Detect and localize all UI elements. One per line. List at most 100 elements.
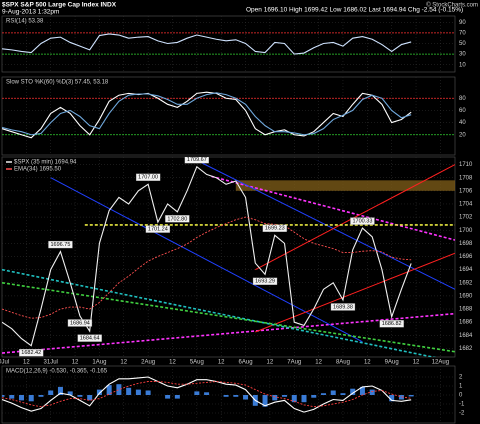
y-tick-label: 1688 (459, 307, 473, 313)
histogram-bar (398, 395, 404, 400)
y-tick-label: -2 (459, 411, 465, 417)
panel-title: MACD(12,26,9) -0.530, -0.365, -0.165 (6, 369, 108, 375)
annotation-box (184, 157, 209, 164)
trendline (211, 175, 455, 241)
series-line (2, 165, 412, 347)
y-tick-label: 0 (459, 393, 463, 399)
x-tick-label: 12 (413, 360, 420, 366)
annotation-box (350, 217, 375, 225)
chart-title: $SPX S&P 500 Large Cap Index INDX (2, 2, 117, 9)
annotation-box (135, 173, 161, 181)
y-tick-label: 1694 (459, 267, 473, 273)
histogram-bar (204, 392, 210, 395)
x-tick-label: 12 (23, 360, 30, 366)
annotation: 1684.64 (80, 336, 100, 342)
y-tick-label: 10 (459, 62, 466, 68)
histogram-bar (330, 390, 336, 395)
histogram-bar (57, 386, 63, 395)
annotation-box (67, 319, 93, 327)
panel (1, 365, 456, 424)
annotation: 1686.82 (382, 321, 402, 327)
histogram-bar (96, 389, 102, 395)
y-tick-label: 2 (459, 375, 463, 381)
x-tick-label: 12 (267, 360, 274, 366)
legend-label: EMA(34) 1695.50 (14, 167, 62, 173)
trendline (255, 164, 455, 271)
y-tick-label: 60 (459, 108, 466, 114)
annotation-box (77, 334, 102, 342)
histogram-bar (291, 395, 297, 403)
annotation: 1699.23 (265, 226, 285, 232)
y-tick-label: 50 (459, 41, 466, 47)
y-tick-label: 90 (459, 20, 466, 26)
histogram-bar (87, 395, 93, 401)
histogram-bar (18, 395, 24, 401)
histogram-bar (369, 389, 375, 395)
annotation: 1686.94 (70, 320, 90, 326)
y-tick-label: 1704 (459, 202, 473, 208)
y-tick-label: 1698 (459, 241, 473, 247)
histogram-bar (359, 386, 365, 395)
histogram-bar (320, 393, 326, 395)
x-tick-label: 12 (315, 360, 322, 366)
annotation-box (145, 225, 171, 233)
trendline (191, 157, 455, 290)
x-tick-label: 5Aug (190, 360, 204, 366)
histogram-bar (135, 389, 141, 395)
y-tick-label: 40 (459, 120, 466, 126)
histogram-bar (272, 395, 278, 401)
series-line (2, 91, 412, 139)
x-tick-label: 12 (72, 360, 79, 366)
quote: Open 1696.10 High 1699.42 Low 1686.02 La… (246, 7, 463, 14)
y-tick-label: 1690 (459, 293, 473, 299)
y-tick-label: 30 (459, 52, 466, 58)
histogram-bar (311, 395, 317, 398)
histogram-bar (262, 395, 268, 407)
x-tick-label: 8Aug (336, 360, 350, 366)
panel-title: RSI(14) 53.38 (6, 19, 44, 25)
histogram-bar (389, 395, 395, 402)
annotation-box (262, 224, 287, 232)
y-tick-label: 1684 (459, 333, 473, 339)
histogram-bar (165, 395, 171, 399)
histogram-bar (116, 384, 122, 395)
histogram-bar (408, 395, 414, 397)
plot-area (2, 16, 455, 72)
x-tick-label: 1Aug (92, 360, 106, 366)
histogram-bar (9, 395, 15, 399)
annotation-box (48, 240, 73, 249)
x-tick-label: 12 (169, 360, 176, 366)
plot-area (2, 366, 455, 423)
x-tick-label: 30Jul (0, 360, 9, 366)
trendline (255, 252, 455, 333)
x-tick-label: 12 (364, 360, 371, 366)
histogram-bar (145, 390, 151, 395)
panel (1, 76, 456, 156)
x-tick-label: 7Aug (287, 360, 301, 366)
histogram-bar (48, 390, 54, 395)
y-tick-label: 1696 (459, 254, 473, 260)
annotation-box (330, 303, 356, 311)
annotation-box (165, 215, 190, 223)
y-tick-label: 1682 (459, 346, 473, 352)
chart-date: 9-Aug-2013 1:32pm (2, 9, 59, 16)
credit: © StockCharts.com (426, 2, 478, 9)
x-tick-label: 31Jul (44, 360, 58, 366)
y-tick-label: 1702 (459, 215, 473, 221)
y-tick-label: 20 (459, 132, 466, 138)
y-tick-label: 80 (459, 96, 466, 102)
trendline (2, 281, 455, 353)
histogram-bar (301, 395, 307, 403)
histogram-bar (38, 395, 44, 397)
x-tick-label: 6Aug (239, 360, 253, 366)
legend-label: $SPX (35 min) 1694.94 (14, 160, 77, 166)
histogram-bar (77, 395, 83, 397)
y-tick-label: 1706 (459, 188, 473, 194)
annotation-box (379, 320, 404, 328)
annotation: 1696.75 (51, 242, 71, 248)
panel-title: Slow STO %K(60) %D(3) 57.45, 53.18 (6, 80, 109, 86)
x-tick-label: 12 (218, 360, 225, 366)
histogram-bar (350, 388, 356, 395)
histogram-bar (2, 395, 5, 397)
